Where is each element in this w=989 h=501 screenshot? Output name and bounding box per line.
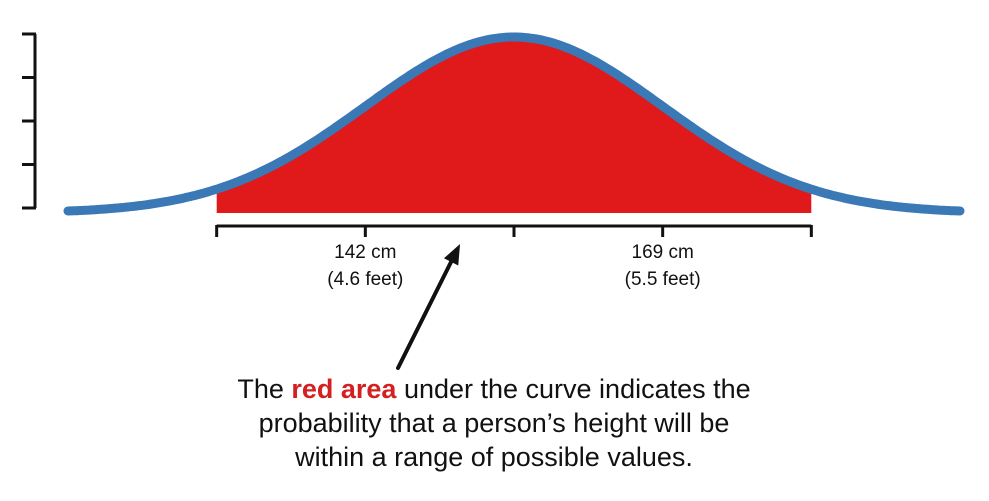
x-axis — [215, 224, 813, 237]
x-tick-label: 142 cm — [334, 242, 396, 263]
arrow-shaft — [396, 259, 454, 370]
caption: The red area under the curve indicates t… — [94, 372, 894, 474]
density-curve — [63, 32, 965, 216]
red-probability-area — [216, 37, 812, 213]
caption-line-3: within a range of possible values. — [295, 442, 693, 472]
caption-text-rest: under the curve indicates the — [396, 374, 751, 404]
caption-highlight-red-area: red area — [291, 374, 397, 404]
arrow-annotation — [396, 244, 461, 370]
x-tick-label: (4.6 feet) — [327, 269, 403, 290]
y-axis — [22, 32, 37, 210]
caption-line-1: The red area under the curve indicates t… — [94, 372, 894, 406]
caption-line-2: probability that a person’s height will … — [258, 408, 730, 438]
x-tick-labels: 142 cm (4.6 feet) 169 cm (5.5 feet) — [327, 242, 700, 290]
x-tick-label: 169 cm — [632, 242, 694, 263]
arrow-head — [443, 244, 461, 266]
caption-text-before: The — [237, 374, 292, 404]
x-tick-label: (5.5 feet) — [625, 269, 701, 290]
